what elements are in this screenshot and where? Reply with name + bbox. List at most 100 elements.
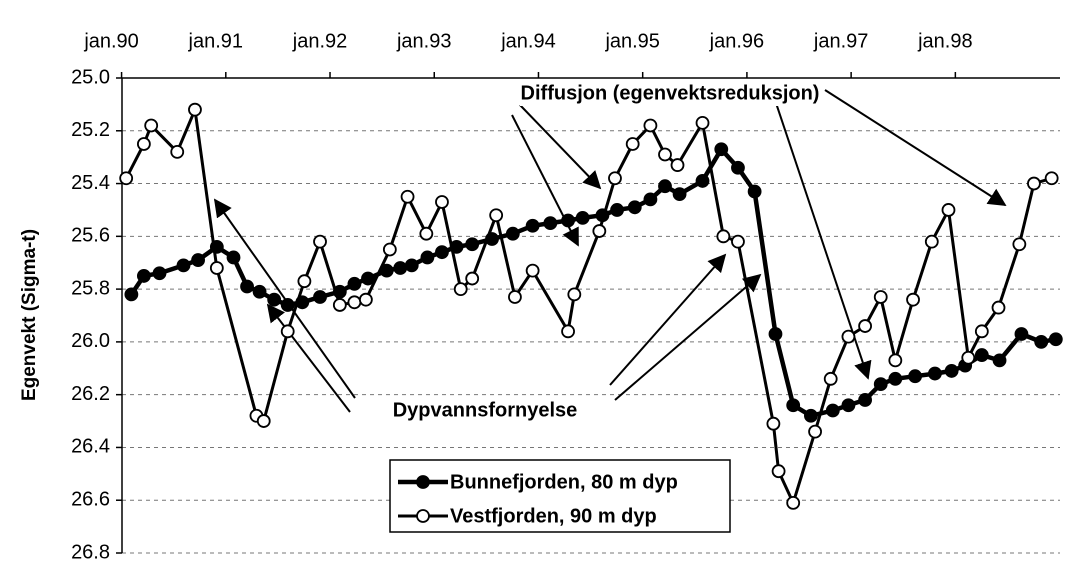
data-point [400, 189, 415, 204]
x-tick-label: jan.96 [709, 30, 765, 52]
x-tick-label: jan.91 [188, 30, 244, 52]
data-point [453, 282, 468, 297]
legend-marker [416, 509, 430, 523]
data-point [625, 137, 640, 151]
data-point [1027, 176, 1041, 191]
data-point [823, 371, 838, 386]
data-point [731, 234, 745, 249]
data-point [361, 271, 375, 286]
data-point [766, 416, 781, 431]
data-point [252, 284, 267, 299]
y-tick-label: 26.2 [71, 383, 110, 405]
arrow [609, 253, 727, 386]
data-point [435, 245, 449, 260]
data-point [991, 300, 1006, 315]
data-point [804, 408, 818, 423]
data-point [209, 261, 224, 275]
data-point [928, 366, 942, 381]
data-point [525, 263, 540, 278]
data-point [608, 171, 622, 186]
data-point [974, 348, 989, 362]
grid [116, 72, 1060, 554]
data-point [841, 398, 856, 413]
data-point [906, 292, 920, 307]
data-point [226, 250, 241, 265]
data-point [124, 287, 139, 302]
arrow [519, 104, 602, 190]
data-point [561, 213, 575, 228]
data-point [505, 226, 520, 241]
data-point [313, 290, 327, 304]
data-point [888, 353, 903, 368]
data-point [525, 218, 540, 233]
x-tick-label: jan.97 [813, 30, 869, 52]
data-point [873, 377, 888, 392]
annotation: Diffusjon (egenvektsreduksjon) [521, 82, 820, 104]
data-point [280, 298, 295, 312]
data-point [592, 224, 607, 238]
data-point [382, 242, 397, 257]
data-point [992, 353, 1007, 368]
data-point [1034, 334, 1049, 349]
data-point [119, 171, 134, 186]
y-axis-title: Egenvekt (Sigma-t) [19, 229, 40, 401]
y-tick-label: 26.0 [71, 330, 110, 352]
data-point [747, 184, 762, 199]
arrow [824, 89, 1007, 206]
data-point [256, 414, 271, 428]
data-point [136, 269, 151, 283]
data-point [610, 203, 624, 217]
data-point [944, 364, 959, 378]
data-point [489, 208, 504, 223]
data-point [716, 229, 731, 244]
data-point [1048, 332, 1063, 347]
data-point [658, 147, 672, 162]
data-point [508, 290, 522, 304]
x-tick-label: jan.92 [292, 30, 348, 52]
data-point [643, 192, 658, 207]
y-tick-label: 25.8 [71, 277, 110, 299]
annotation-bg [520, 82, 820, 106]
data-point [808, 424, 822, 439]
annotation-bg [370, 398, 600, 424]
y-tick-label: 26.6 [71, 489, 110, 511]
annotation: Dypvannsfornyelse [393, 399, 578, 421]
data-point [358, 292, 373, 307]
data-point [188, 102, 202, 117]
data-point [695, 174, 710, 188]
data-point [152, 266, 167, 281]
data-point [658, 179, 672, 194]
data-point [191, 253, 205, 267]
data-point [1044, 171, 1059, 186]
data-point [420, 250, 435, 265]
legend-marker [416, 475, 430, 489]
data-point [170, 144, 185, 159]
x-tick-label: jan.95 [604, 30, 660, 52]
x-tick-label: jan.98 [917, 30, 973, 52]
data-point [888, 371, 903, 386]
data-point [695, 115, 710, 130]
data-point [347, 276, 362, 291]
x-tick-label: jan.93 [396, 30, 452, 52]
data-point [941, 203, 956, 217]
data-point [332, 298, 347, 312]
arrow [266, 303, 351, 413]
data-point [924, 234, 939, 249]
annotation-arrows [213, 89, 1007, 413]
data-point [858, 393, 873, 407]
data-point [144, 118, 159, 133]
data-point [771, 464, 786, 479]
y-tick-label: 26.4 [71, 436, 110, 458]
data-point [731, 160, 745, 175]
data-point [136, 137, 151, 151]
legend-entries: Bunnefjorden, 80 m dyp Vestfjorden, 90 m … [398, 471, 678, 527]
y-tick-label: 25.4 [71, 172, 110, 194]
data-point [347, 295, 362, 310]
data-point [873, 290, 888, 304]
data-point [575, 210, 590, 225]
data-point [176, 258, 191, 273]
y-tick-label: 25.0 [71, 66, 110, 88]
data-point [825, 403, 840, 418]
data-point [240, 279, 254, 294]
data-point [974, 324, 989, 339]
